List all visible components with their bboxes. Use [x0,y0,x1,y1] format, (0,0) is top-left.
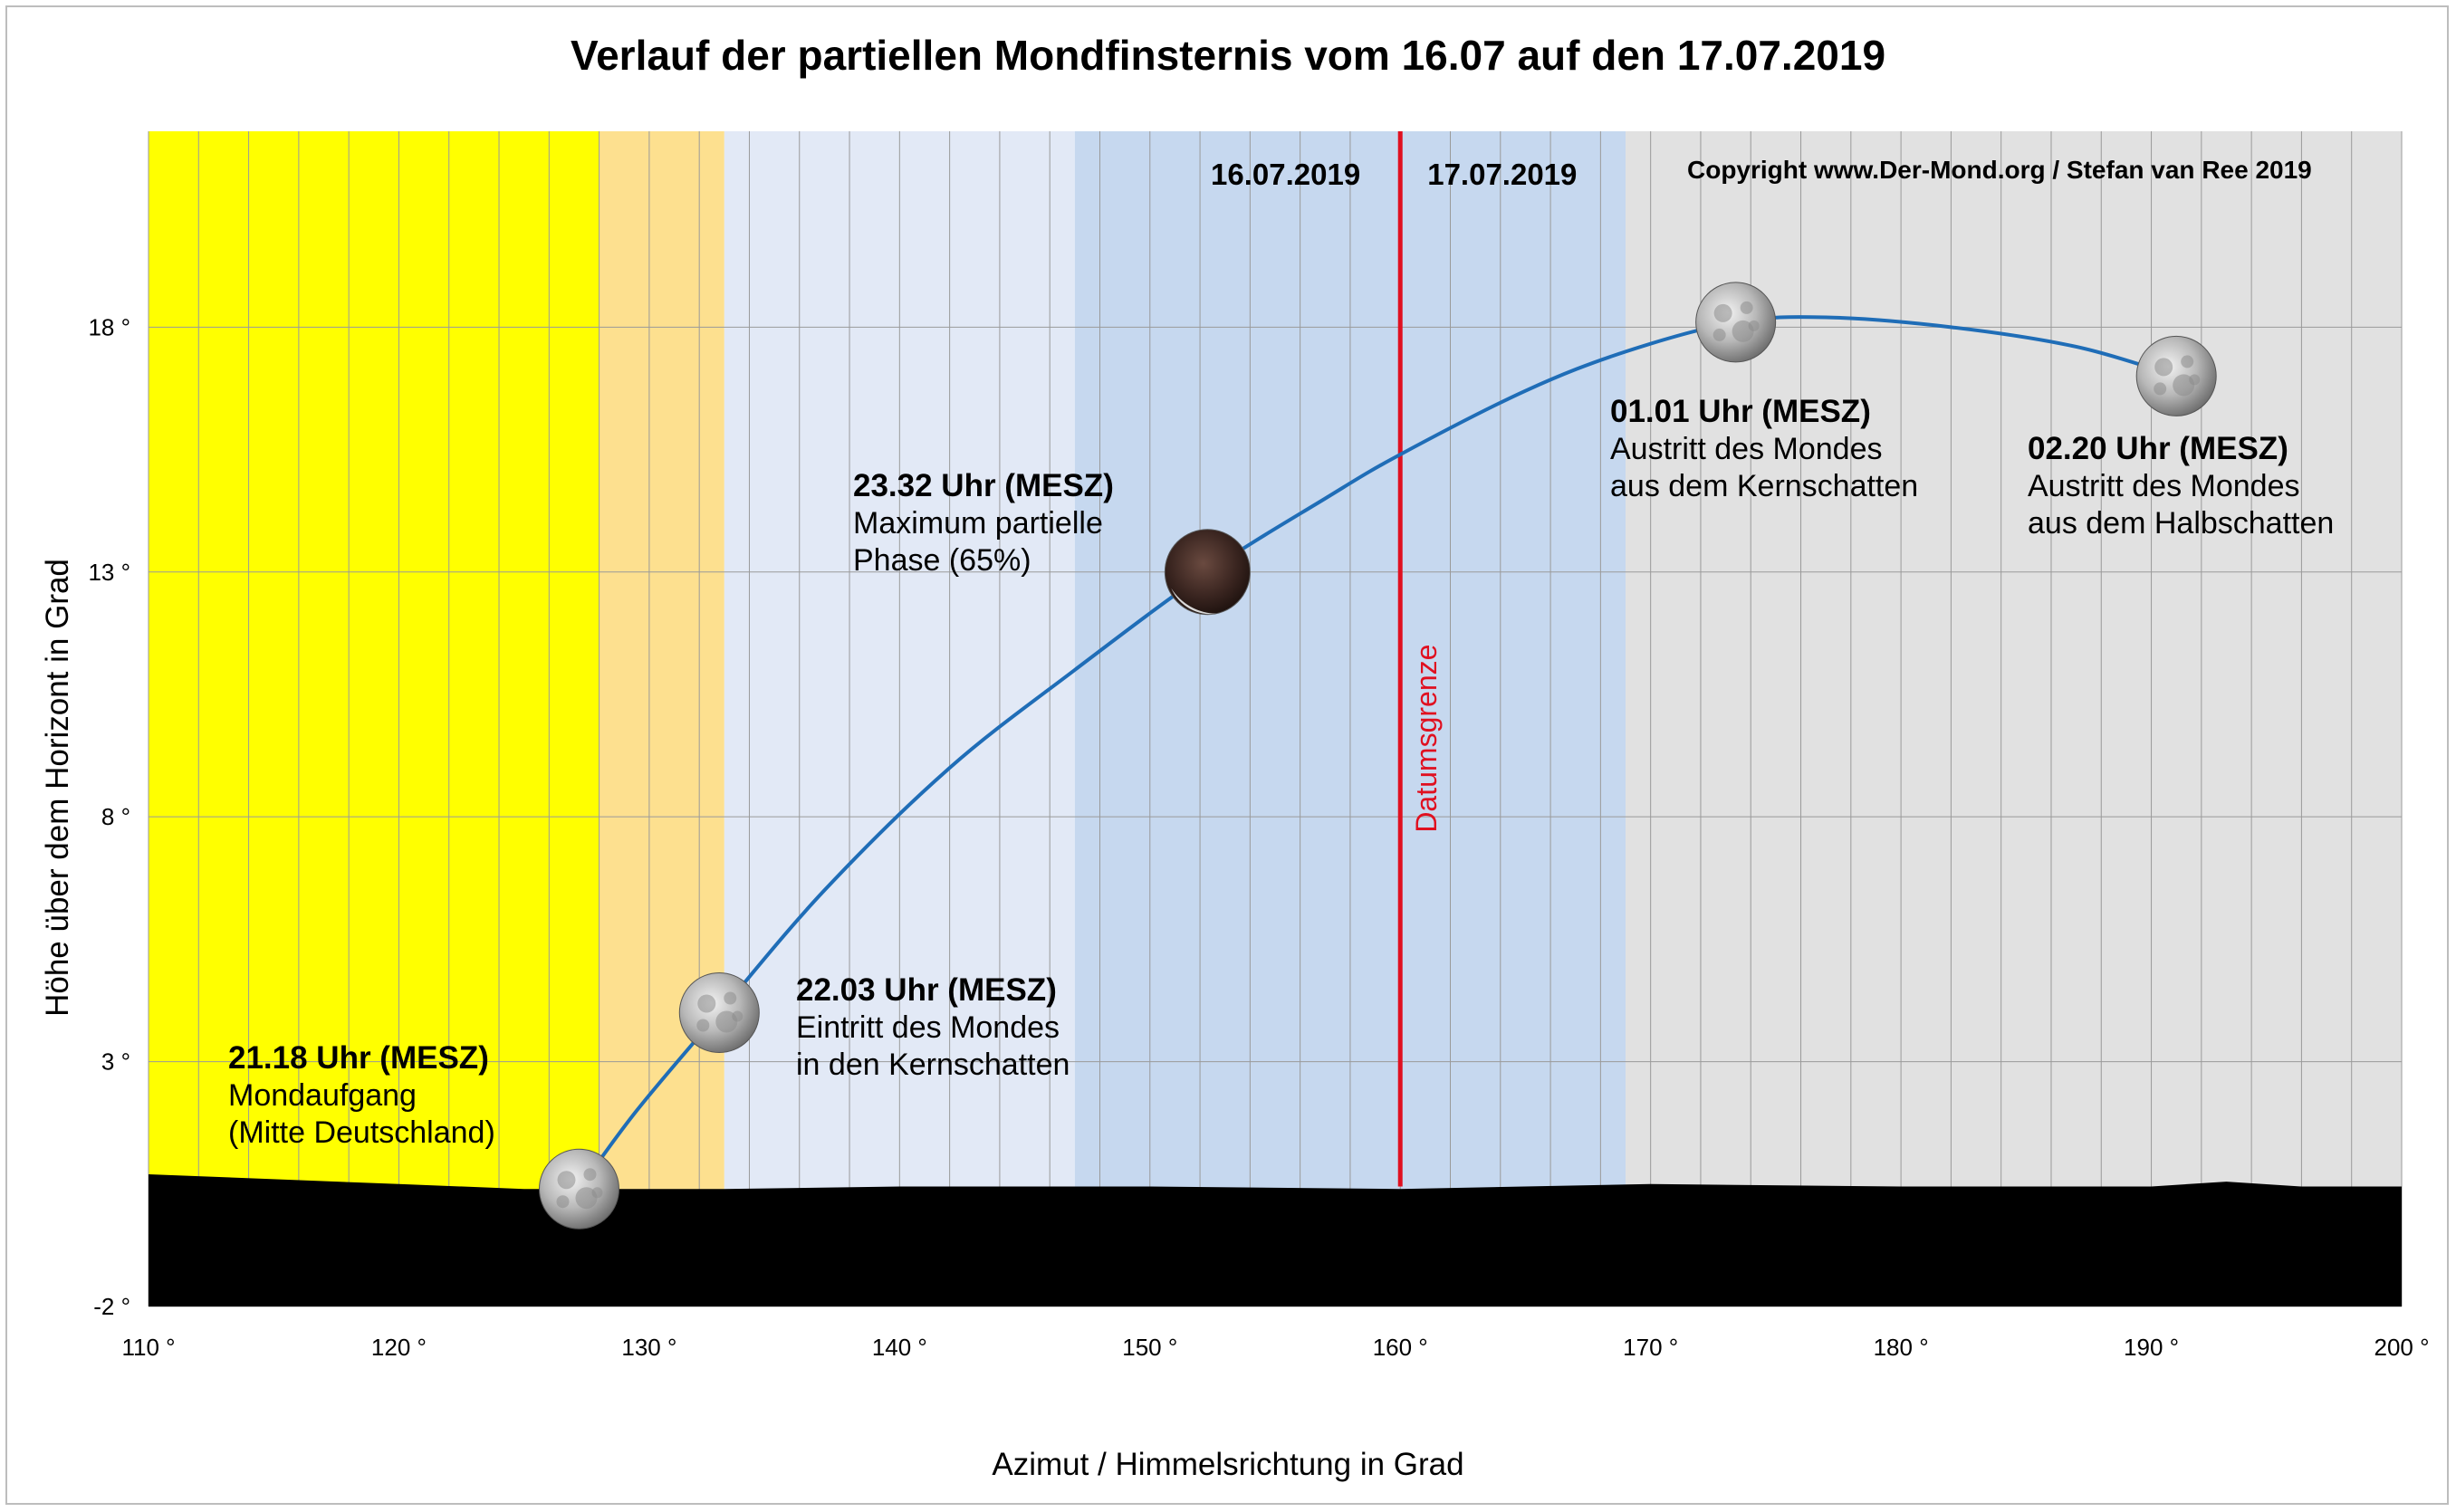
moon-mare [2154,382,2167,396]
x-tick-label: 170 ° [1623,1334,1678,1361]
moon-mare [556,1195,570,1209]
annotation-time: 01.01 Uhr (MESZ) [1610,394,1871,429]
moon-mare [583,1168,597,1182]
moon-mare [2181,355,2194,368]
moon-mare [557,1171,576,1190]
x-tick-label: 120 ° [371,1334,427,1361]
moon-mare [696,1019,710,1032]
x-tick-label: 140 ° [872,1334,927,1361]
annotation-time: 21.18 Uhr (MESZ) [228,1040,489,1076]
x-tick-label: 160 ° [1373,1334,1428,1361]
date-label-left: 16.07.2019 [1211,158,1360,191]
copyright-text: Copyright www.Der-Mond.org / Stefan van … [1687,156,2312,184]
annotation-text: aus dem Kernschatten [1610,469,1918,503]
y-tick-label: 13 ° [88,559,130,586]
annotation-text: (Mitte Deutschland) [228,1115,495,1150]
y-tick-label: 8 ° [101,803,130,830]
horizon-silhouette [149,1173,2402,1306]
y-tick-label: -2 ° [93,1293,130,1320]
moon-image [678,972,760,1053]
x-tick-label: 150 ° [1122,1334,1177,1361]
moon-mare [2154,358,2173,377]
x-tick-label: 200 ° [2374,1334,2429,1361]
moon-image [538,1148,619,1230]
x-tick-label: 190 ° [2124,1334,2179,1361]
chart-title: Verlauf der partiellen Mondfinsternis vo… [570,32,1886,79]
x-tick-label: 130 ° [621,1334,676,1361]
x-tick-label: 110 ° [121,1334,175,1361]
moon-mare [732,1010,744,1022]
annotation-text: aus dem Halbschatten [2028,506,2334,541]
annotation-time: 02.20 Uhr (MESZ) [2028,431,2288,466]
date-boundary-label: Datumsgrenze [1410,645,1443,833]
moon-mare [724,991,737,1005]
x-axis-label: Azimut / Himmelsrichtung in Grad [992,1447,1464,1482]
background-band [599,131,724,1306]
annotation-time: 22.03 Uhr (MESZ) [796,972,1057,1008]
moon-mare [1748,320,1760,331]
moon-lit-edge [1171,588,1217,615]
y-tick-label: 18 ° [88,313,130,340]
moon-mare [2189,374,2201,386]
x-tick-label: 180 ° [1874,1334,1929,1361]
moon-mare [591,1187,603,1199]
annotation-text: Eintritt des Mondes [796,1010,1060,1045]
annotation-time: 23.32 Uhr (MESZ) [853,468,1114,503]
date-label-right: 17.07.2019 [1427,158,1577,191]
moon-mare [697,994,716,1013]
eclipsed-moon-image [1164,529,1251,616]
annotation-text: Austritt des Mondes [1610,432,1882,466]
y-tick-label: 3 ° [101,1048,130,1076]
annotation-text: Mondaufgang [228,1078,417,1113]
moon-path-line [577,315,2177,1191]
moon-image [1695,282,1777,363]
annotation-text: Phase (65%) [853,543,1031,578]
moon-image [2135,335,2217,416]
moon-mare [1712,328,1726,341]
annotation-text: Austritt des Mondes [2028,469,2299,503]
annotation-text: Maximum partielle [853,506,1103,541]
moon-mare [1713,303,1732,322]
annotation-text: in den Kernschatten [796,1048,1070,1082]
moon-mare [1740,301,1753,314]
